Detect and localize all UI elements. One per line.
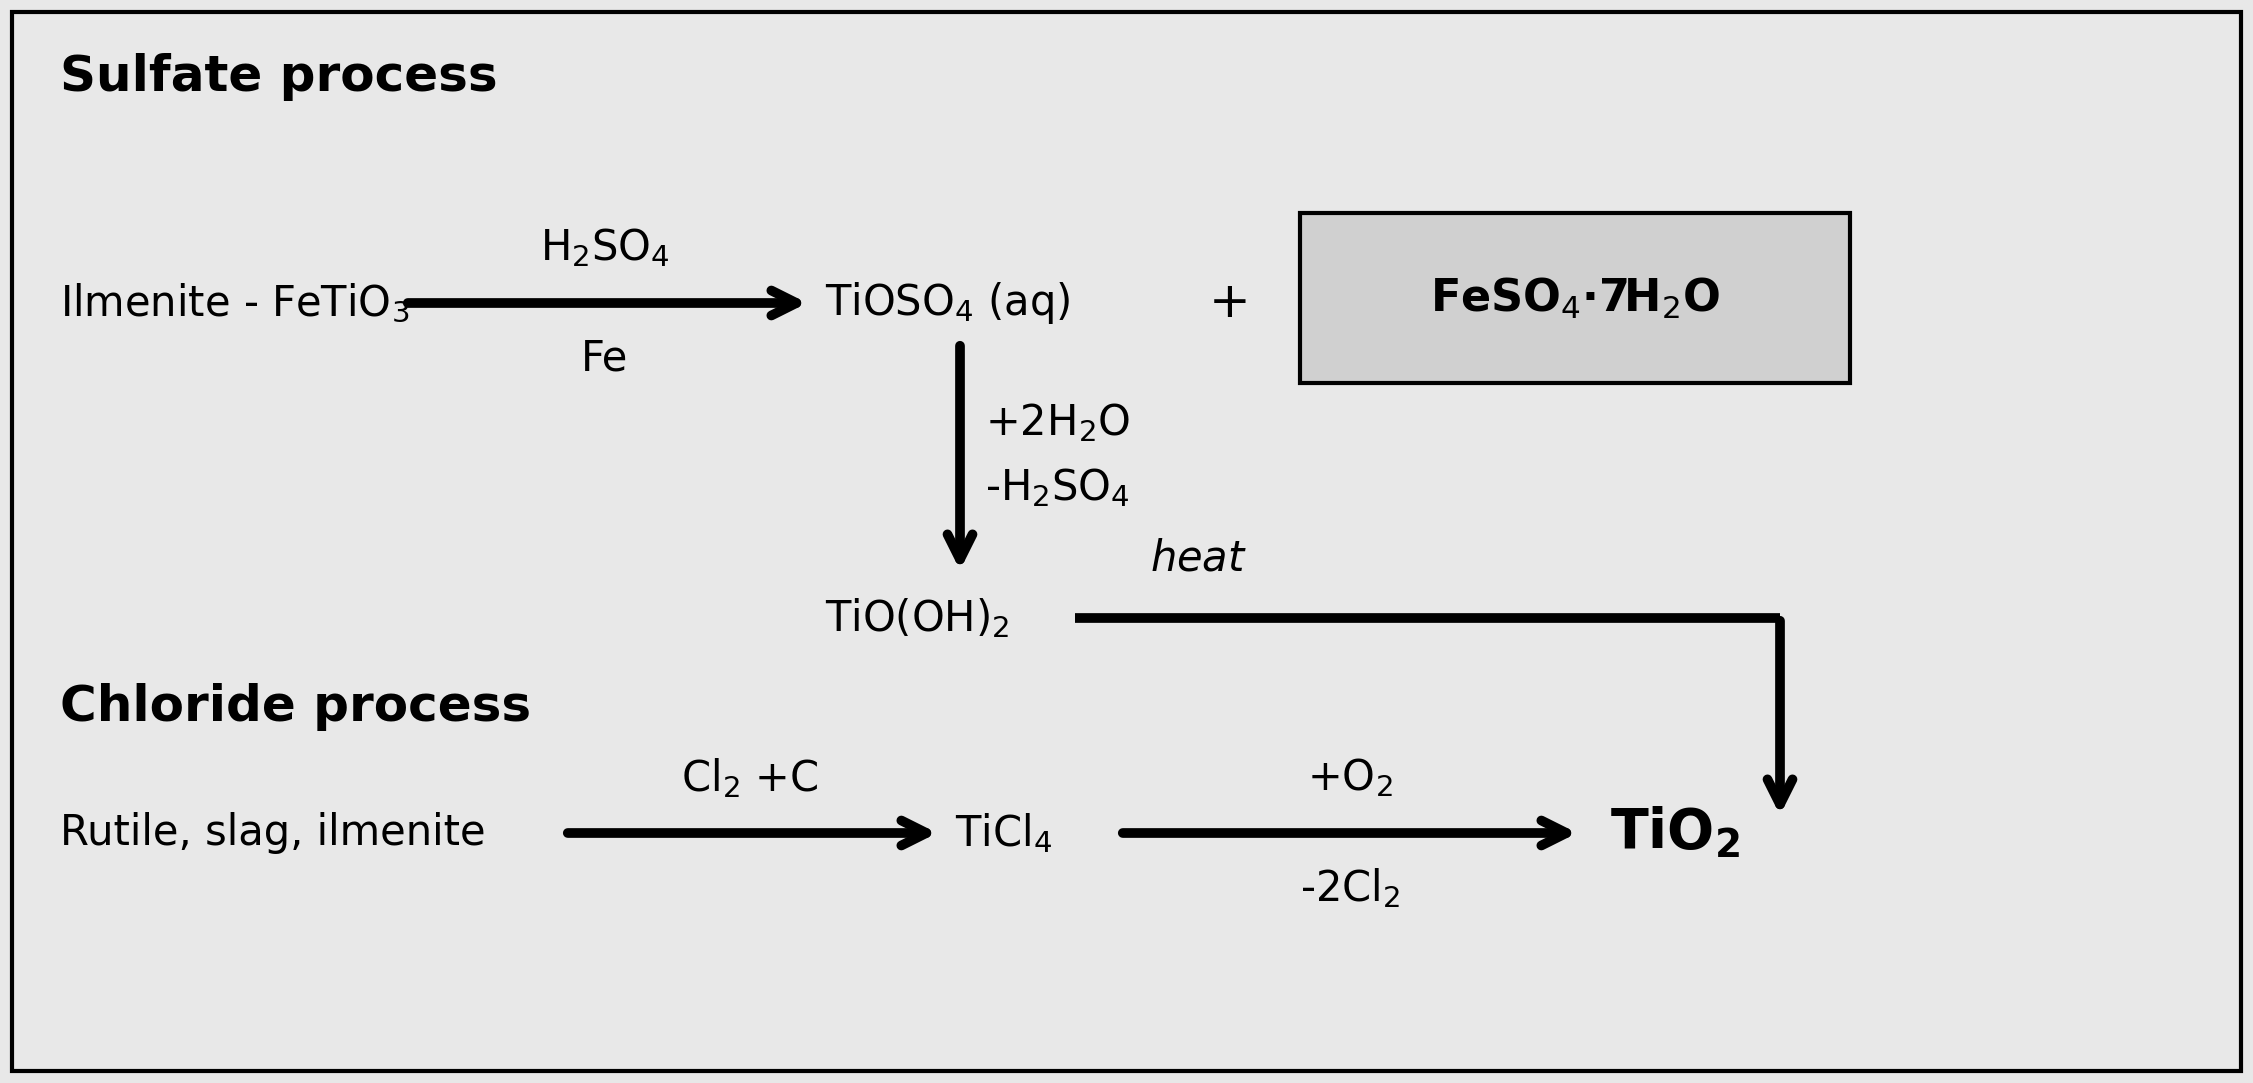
FancyBboxPatch shape [1300, 213, 1850, 383]
Text: TiOSO$_4$ (aq): TiOSO$_4$ (aq) [825, 280, 1070, 326]
Text: Cl$_2$ +C: Cl$_2$ +C [680, 756, 818, 800]
Text: +2H$_2$O: +2H$_2$O [985, 402, 1131, 444]
Text: +: + [1210, 279, 1250, 327]
Text: H$_2$SO$_4$: H$_2$SO$_4$ [541, 226, 669, 270]
Text: Chloride process: Chloride process [61, 683, 532, 731]
Text: Fe: Fe [581, 337, 629, 379]
Text: FeSO$_4$·7H$_2$O: FeSO$_4$·7H$_2$O [1431, 275, 1719, 321]
Text: -2Cl$_2$: -2Cl$_2$ [1300, 866, 1399, 910]
Text: $\mathbf{TiO_2}$: $\mathbf{TiO_2}$ [1611, 806, 1739, 860]
Text: Sulfate process: Sulfate process [61, 53, 498, 101]
Text: Ilmenite - FeTiO$_3$: Ilmenite - FeTiO$_3$ [61, 282, 410, 325]
Text: $\it{heat}$: $\it{heat}$ [1149, 537, 1248, 579]
Text: TiO(OH)$_2$: TiO(OH)$_2$ [825, 596, 1009, 640]
Text: +O$_2$: +O$_2$ [1307, 757, 1392, 799]
Text: -H$_2$SO$_4$: -H$_2$SO$_4$ [985, 467, 1129, 509]
Text: TiCl$_4$: TiCl$_4$ [955, 811, 1052, 854]
Text: Rutile, slag, ilmenite: Rutile, slag, ilmenite [61, 812, 487, 854]
